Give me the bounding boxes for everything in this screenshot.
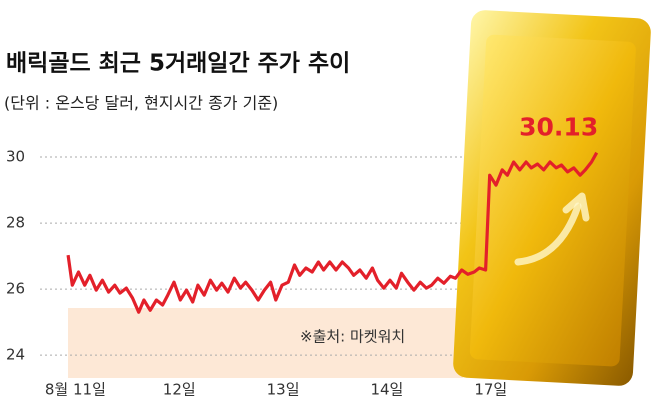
gold-bar [453,10,651,386]
x-tick-label: 12일 [163,381,196,399]
price-line [66,151,599,314]
x-tick-label: 13일 [267,381,300,399]
background-band [68,308,463,378]
x-tick-label: 17일 [474,381,507,399]
chart-subtitle: (단위 : 온스당 달러, 현지시간 종가 기준) [4,94,278,113]
x-tick-label: 8월 11일 [45,381,106,399]
data-label: 30.13 [519,113,598,142]
y-tick-label: 28 [6,214,25,232]
x-tick-label: 14일 [370,381,403,399]
source-note: ※출처: 마켓워치 [300,328,405,346]
y-tick-label: 26 [6,280,25,298]
y-tick-label: 24 [6,346,25,364]
y-tick-label: 30 [6,148,25,166]
chart-title: 배릭골드 최근 5거래일간 주가 추이 [6,51,350,77]
